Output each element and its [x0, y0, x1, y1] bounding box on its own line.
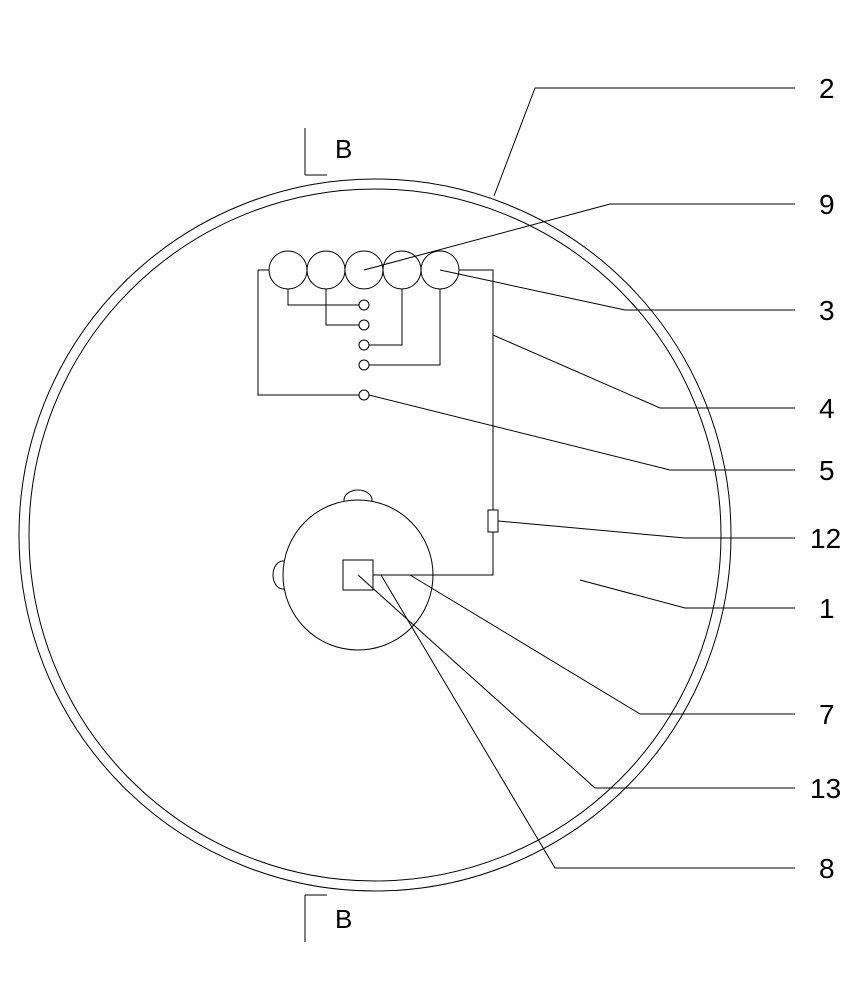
- callout-label-8: 8: [819, 853, 835, 884]
- leader-4: [493, 335, 795, 408]
- junction-3: [359, 360, 369, 370]
- wire-1: [326, 289, 359, 325]
- callout-label-1: 1: [819, 593, 835, 624]
- callout-label-4: 4: [819, 393, 835, 424]
- wire-3: [369, 289, 440, 365]
- junction-2: [359, 340, 369, 350]
- callout-label-9: 9: [819, 189, 835, 220]
- terminal-1: [307, 251, 345, 289]
- leader-12: [498, 521, 795, 538]
- junction-4: [359, 390, 369, 400]
- callout-label-5: 5: [819, 455, 835, 486]
- terminal-0: [269, 251, 307, 289]
- wire-2: [369, 289, 402, 345]
- technical-diagram: B B 2 9 3 4 5 12 1 7 13 8: [0, 0, 854, 1000]
- wire-6: [459, 270, 493, 510]
- leader-2: [494, 88, 795, 196]
- junction-0: [359, 300, 369, 310]
- leader-7: [410, 575, 795, 714]
- callout-label-7: 7: [819, 699, 835, 730]
- leader-1: [580, 580, 795, 608]
- leader-8: [381, 575, 795, 868]
- section-label-bottom: B: [335, 904, 352, 934]
- callout-label-3: 3: [819, 295, 835, 326]
- resistor: [488, 510, 498, 532]
- junction-1: [359, 320, 369, 330]
- wire-0: [288, 289, 359, 305]
- leader-9: [364, 204, 795, 270]
- leader-5: [369, 395, 795, 470]
- callout-label-2: 2: [819, 73, 835, 104]
- callout-label-12: 12: [810, 523, 841, 554]
- wire-5: [258, 270, 359, 395]
- section-label-top: B: [335, 134, 352, 164]
- callout-label-13: 13: [810, 773, 841, 804]
